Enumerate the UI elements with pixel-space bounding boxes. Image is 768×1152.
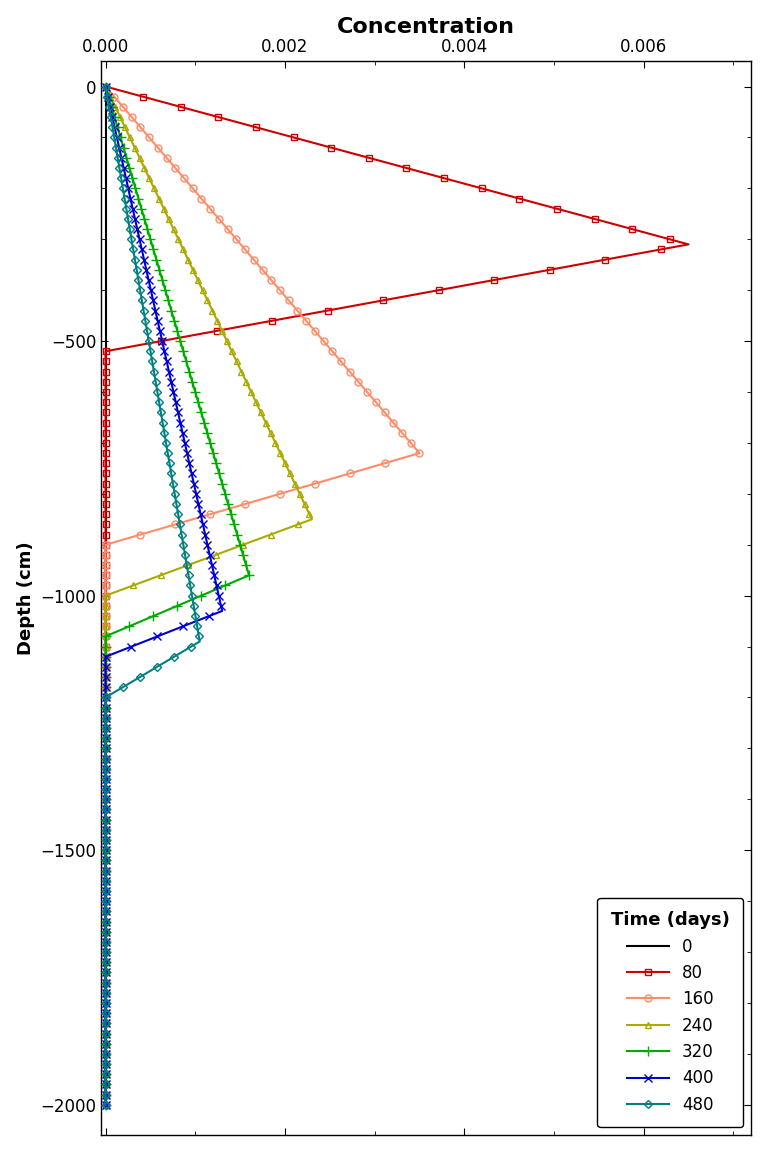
240 <box>104 85 113 99</box>
400 <box>153 629 162 643</box>
80 <box>101 452 110 465</box>
160 <box>101 1011 110 1025</box>
240 <box>101 79 110 93</box>
480 <box>174 507 183 521</box>
240 <box>305 507 314 521</box>
80 <box>101 1098 110 1112</box>
160 <box>206 507 215 521</box>
80 <box>101 79 110 93</box>
Line: 80: 80 <box>102 83 692 1108</box>
160 <box>101 79 110 93</box>
Line: 400: 400 <box>101 83 227 1109</box>
400 <box>101 79 110 93</box>
Y-axis label: Depth (cm): Depth (cm) <box>17 541 35 655</box>
240 <box>144 172 154 185</box>
0 <box>101 507 110 521</box>
Legend: 0, 80, 160, 240, 320, 400, 480: 0, 80, 160, 240, 320, 400, 480 <box>598 899 743 1127</box>
0 <box>101 629 110 643</box>
0 <box>101 85 110 99</box>
80 <box>439 172 449 185</box>
Line: 160: 160 <box>102 83 423 1108</box>
0 <box>101 172 110 185</box>
80 <box>101 507 110 521</box>
480 <box>102 85 111 99</box>
400 <box>102 85 111 99</box>
80 <box>101 629 110 643</box>
320 <box>101 79 110 93</box>
480 <box>101 1011 110 1025</box>
240 <box>101 1098 110 1112</box>
400 <box>101 1098 110 1112</box>
0 <box>101 452 110 465</box>
480 <box>164 452 174 465</box>
400 <box>184 452 193 465</box>
320 <box>101 629 110 643</box>
160 <box>101 1098 110 1112</box>
240 <box>278 452 287 465</box>
320 <box>227 507 236 521</box>
320 <box>127 172 137 185</box>
X-axis label: Concentration: Concentration <box>337 16 515 37</box>
160 <box>105 85 114 99</box>
0 <box>101 79 110 93</box>
320 <box>210 452 220 465</box>
160 <box>180 172 189 185</box>
400 <box>101 1011 110 1025</box>
160 <box>101 629 110 643</box>
Line: 480: 480 <box>103 84 203 1107</box>
0 <box>101 1011 110 1025</box>
480 <box>101 1098 110 1112</box>
80 <box>120 85 129 99</box>
0 <box>101 1098 110 1112</box>
320 <box>102 85 111 99</box>
320 <box>101 1011 110 1025</box>
80 <box>101 1011 110 1025</box>
480 <box>117 172 126 185</box>
480 <box>194 629 204 643</box>
400 <box>121 172 131 185</box>
400 <box>196 507 205 521</box>
240 <box>101 629 110 643</box>
160 <box>397 452 406 465</box>
240 <box>101 1011 110 1025</box>
Line: 320: 320 <box>101 82 254 1109</box>
Line: 240: 240 <box>102 83 316 1108</box>
480 <box>101 79 110 93</box>
320 <box>101 1098 110 1112</box>
